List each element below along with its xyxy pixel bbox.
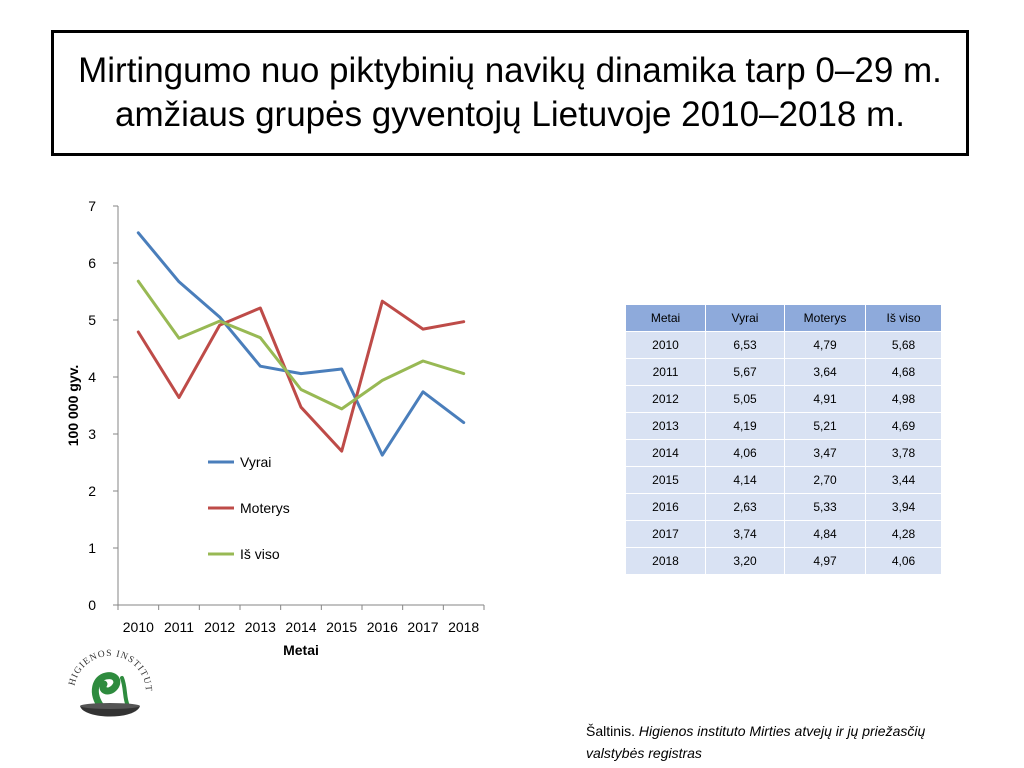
- table-cell: 2013: [625, 412, 706, 440]
- table-cell: 3,74: [705, 520, 785, 548]
- table-cell: 2017: [625, 520, 706, 548]
- x-tick-label: 2016: [367, 619, 398, 635]
- legend-label: Moterys: [240, 500, 290, 516]
- source-line1: Higienos instituto Mirties atvejų ir jų …: [638, 723, 926, 739]
- source-note: Šaltinis. Higienos instituto Mirties atv…: [586, 720, 925, 764]
- table-cell: 3,20: [705, 547, 785, 575]
- table-header-cell: Metai: [625, 304, 706, 332]
- logo-bowl-rim: [80, 703, 140, 709]
- table-header-cell: Vyrai: [705, 304, 785, 332]
- table-cell: 3,47: [784, 439, 866, 467]
- table-cell: 2012: [625, 385, 706, 413]
- x-tick-label: 2018: [448, 619, 479, 635]
- table-cell: 2014: [625, 439, 706, 467]
- x-tick-label: 2015: [326, 619, 357, 635]
- table-row: 2010 6,53 4,79 5,68: [625, 331, 942, 359]
- table-cell: 2018: [625, 547, 706, 575]
- x-tick-label: 2012: [204, 619, 235, 635]
- line-chart: 0 1 2 3 4 5 6 7 2010 2011 2012 2013 2014 2015 2016 2017…: [65, 198, 485, 658]
- table-cell: 4,69: [865, 412, 942, 440]
- table-cell: 2,70: [784, 466, 866, 494]
- table-header-cell: Iš viso: [865, 304, 942, 332]
- table-cell: 5,68: [865, 331, 942, 359]
- x-tick-label: 2013: [245, 619, 276, 635]
- table-cell: 4,98: [865, 385, 942, 413]
- table-header-cell: Moterys: [784, 304, 866, 332]
- data-table: Metai Vyrai Moterys Iš viso 2010 6,53 4,79 5,6…: [625, 304, 942, 575]
- table-cell: 4,97: [784, 547, 866, 575]
- table-cell: 3,64: [784, 358, 866, 386]
- table-row: 2011 5,67 3,64 4,68: [625, 358, 942, 386]
- table-cell: 5,67: [705, 358, 785, 386]
- table-cell: 2010: [625, 331, 706, 359]
- page-title: Mirtingumo nuo piktybinių navikų dinamik…: [51, 30, 969, 156]
- series-line: [136, 299, 466, 453]
- table-cell: 2011: [625, 358, 706, 386]
- table-cell: 4,68: [865, 358, 942, 386]
- logo-text: HIGIENOS INSTITUTAS: [62, 632, 153, 692]
- logo-snake: [91, 672, 121, 712]
- y-tick-label: 5: [88, 312, 96, 328]
- legend-label: Vyrai: [240, 454, 271, 470]
- y-axis-title: 100 000 gyv.: [65, 365, 81, 446]
- logo-bowl: [80, 706, 140, 717]
- table-row: 2018 3,20 4,97 4,06: [625, 547, 942, 575]
- y-tick-label: 6: [88, 255, 96, 271]
- table-cell: 3,78: [865, 439, 942, 467]
- table-cell: 5,33: [784, 493, 866, 521]
- logo-branch: [120, 676, 130, 708]
- table-cell: 5,21: [784, 412, 866, 440]
- series-line: [136, 231, 466, 457]
- y-tick-label: 3: [88, 426, 96, 442]
- y-tick-label: 2: [88, 483, 96, 499]
- table-row: 2016 2,63 5,33 3,94: [625, 493, 942, 521]
- table-cell: 4,06: [865, 547, 942, 575]
- table-header-row: Metai Vyrai Moterys Iš viso: [625, 304, 942, 332]
- chart-axes: 0 1 2 3 4 5 6 7 2010 2011 2012 2013 2014 2015 2016 2017…: [65, 198, 485, 658]
- table-cell: 4,06: [705, 439, 785, 467]
- table-cell: 2015: [625, 466, 706, 494]
- legend-label: Iš viso: [240, 546, 280, 562]
- y-tick-label: 7: [88, 198, 96, 214]
- table-cell: 2016: [625, 493, 706, 521]
- table-body: 2010 6,53 4,79 5,68 2011 5,67 3,64 4,68 2012 5,05…: [625, 331, 942, 575]
- table-cell: 3,94: [865, 493, 942, 521]
- table-cell: 6,53: [705, 331, 785, 359]
- table-cell: 4,28: [865, 520, 942, 548]
- table-cell: 4,14: [705, 466, 785, 494]
- table-row: 2017 3,74 4,84 4,28: [625, 520, 942, 548]
- y-tick-label: 1: [88, 540, 96, 556]
- chart-series: [136, 231, 466, 457]
- x-tick-label: 2010: [123, 619, 154, 635]
- table-row: 2014 4,06 3,47 3,78: [625, 439, 942, 467]
- table-cell: 3,44: [865, 466, 942, 494]
- chart-legend: Vyrai Moterys Iš viso: [208, 454, 290, 562]
- x-tick-label: 2014: [285, 619, 316, 635]
- table-cell: 4,84: [784, 520, 866, 548]
- table-cell: 5,05: [705, 385, 785, 413]
- source-line2: valstybės registras: [586, 745, 702, 761]
- table-cell: 4,19: [705, 412, 785, 440]
- y-tick-label: 4: [88, 369, 96, 385]
- y-tick-label: 0: [88, 597, 96, 613]
- table-row: 2013 4,19 5,21 4,69: [625, 412, 942, 440]
- logo-text-path: HIGIENOS INSTITUTAS: [62, 632, 152, 692]
- table-cell: 4,79: [784, 331, 866, 359]
- institute-logo: HIGIENOS INSTITUTAS: [62, 632, 153, 717]
- table-cell: 2,63: [705, 493, 785, 521]
- table-row: 2012 5,05 4,91 4,98: [625, 385, 942, 413]
- table-row: 2015 4,14 2,70 3,44: [625, 466, 942, 494]
- x-tick-label: 2017: [407, 619, 438, 635]
- x-tick-label: 2011: [164, 619, 194, 635]
- series-line: [136, 279, 466, 411]
- x-axis-title: Metai: [283, 642, 319, 658]
- table-cell: 4,91: [784, 385, 866, 413]
- source-prefix: Šaltinis.: [586, 723, 639, 739]
